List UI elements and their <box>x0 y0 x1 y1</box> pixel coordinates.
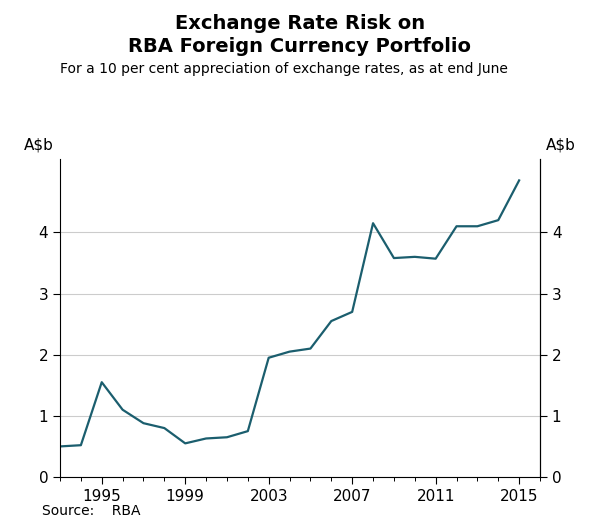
Text: RBA Foreign Currency Portfolio: RBA Foreign Currency Portfolio <box>128 37 472 56</box>
Text: Exchange Rate Risk on: Exchange Rate Risk on <box>175 14 425 33</box>
Text: Source:    RBA: Source: RBA <box>42 505 140 518</box>
Text: For a 10 per cent appreciation of exchange rates, as at end June: For a 10 per cent appreciation of exchan… <box>60 62 508 76</box>
Text: A$b: A$b <box>546 138 576 153</box>
Text: A$b: A$b <box>24 138 54 153</box>
